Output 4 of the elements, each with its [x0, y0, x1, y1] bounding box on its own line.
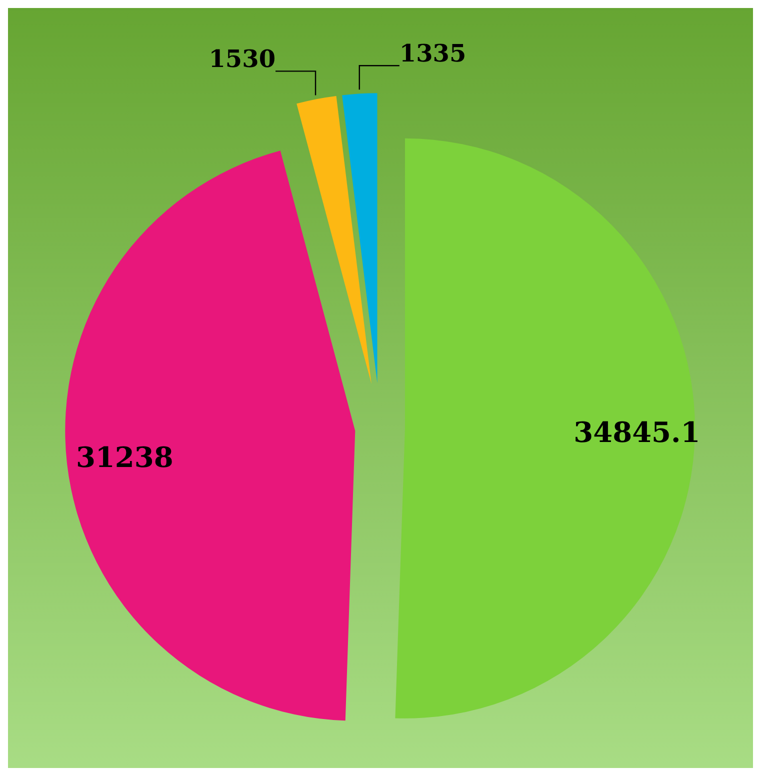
data-label: 31238 [76, 440, 174, 474]
data-label: 1530 [208, 44, 276, 74]
data-label: 34845.1 [574, 416, 700, 450]
data-label: 1335 [399, 38, 466, 68]
